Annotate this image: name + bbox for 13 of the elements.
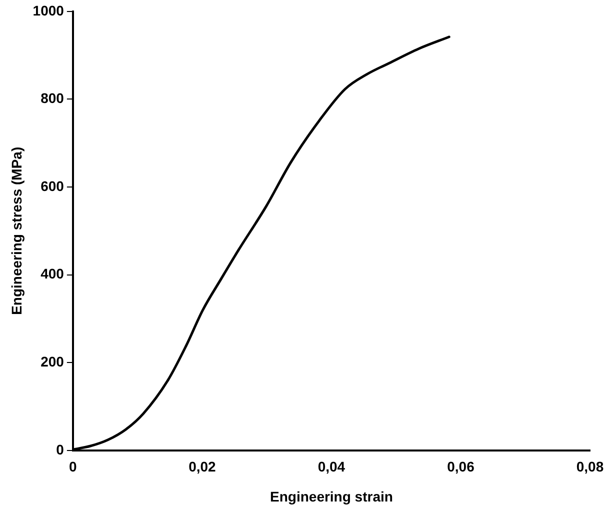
x-tick-label: 0,02 <box>188 458 216 475</box>
x-tick-label: 0,08 <box>576 458 604 475</box>
y-tick-label: 400 <box>40 266 64 282</box>
y-tick-label: 200 <box>40 353 64 370</box>
x-tick-label: 0,06 <box>447 458 475 475</box>
x-tick-label: 0 <box>69 458 78 475</box>
y-tick-label: 1000 <box>32 2 64 18</box>
y-tick-label: 800 <box>40 90 64 106</box>
x-axis-title: Engineering strain <box>270 488 393 504</box>
y-axis-title: Engineering stress (MPa) <box>8 146 24 315</box>
x-tick-label: 0,04 <box>318 458 346 475</box>
y-tick-label: 0 <box>56 441 64 458</box>
y-tick-label: 600 <box>40 178 64 194</box>
